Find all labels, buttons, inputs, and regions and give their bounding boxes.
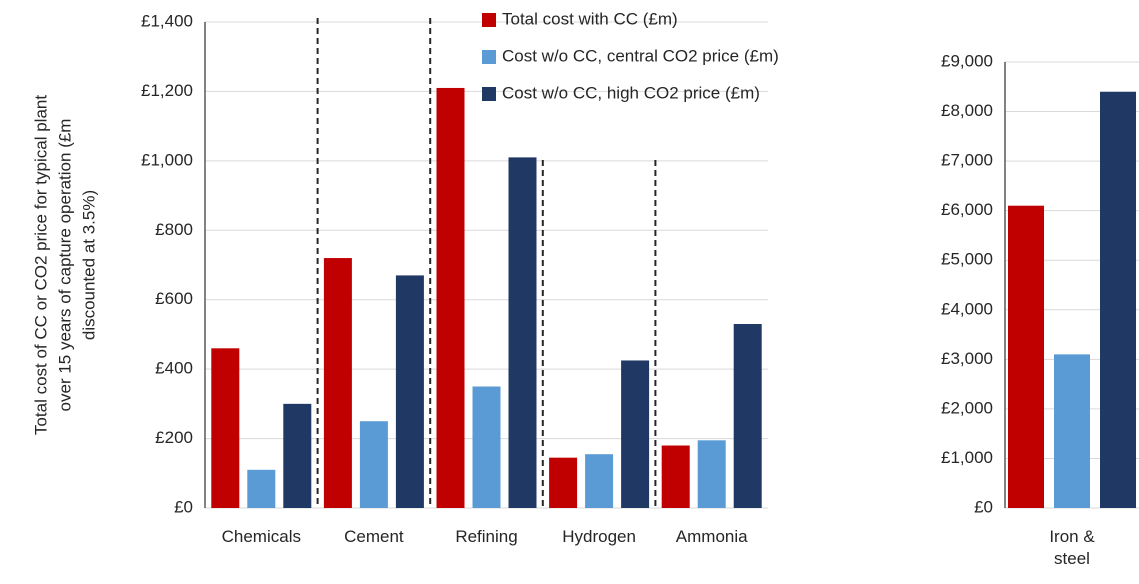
x-tick-label: Iron & steel bbox=[1049, 527, 1095, 568]
y-tick-label: £400 bbox=[155, 359, 193, 378]
bar bbox=[247, 469, 276, 508]
bar bbox=[436, 87, 465, 508]
x-tick-label: Cement bbox=[344, 527, 404, 546]
y-tick-label: £1,400 bbox=[141, 11, 193, 30]
legend-swatch bbox=[482, 87, 496, 101]
bar bbox=[697, 440, 726, 508]
y-tick-label: £3,000 bbox=[941, 349, 993, 368]
y-axis-label: discounted at 3.5%) bbox=[79, 190, 98, 340]
bar bbox=[733, 324, 762, 508]
y-axis-label: over 15 years of capture operation (£m bbox=[55, 119, 74, 412]
bar bbox=[1100, 91, 1136, 508]
y-tick-label: £9,000 bbox=[941, 51, 993, 70]
legend-label: Total cost with CC (£m) bbox=[502, 9, 678, 28]
bar bbox=[585, 454, 614, 508]
y-tick-label: £200 bbox=[155, 428, 193, 447]
x-tick-label: Hydrogen bbox=[562, 527, 636, 546]
y-tick-label: £4,000 bbox=[941, 299, 993, 318]
legend-label: Cost w/o CC, high CO2 price (£m) bbox=[502, 83, 760, 102]
bar bbox=[621, 360, 650, 508]
bar bbox=[549, 457, 578, 508]
y-tick-label: £1,200 bbox=[141, 81, 193, 100]
bar bbox=[323, 258, 352, 508]
legend-swatch bbox=[482, 13, 496, 27]
y-tick-label: £1,000 bbox=[941, 448, 993, 467]
bar bbox=[1054, 354, 1090, 508]
y-tick-label: £2,000 bbox=[941, 398, 993, 417]
bar bbox=[359, 421, 388, 508]
legend-swatch bbox=[482, 50, 496, 64]
y-tick-label: £7,000 bbox=[941, 151, 993, 170]
bar bbox=[283, 403, 312, 508]
y-tick-label: £600 bbox=[155, 289, 193, 308]
bar bbox=[1008, 205, 1044, 508]
y-tick-label: £0 bbox=[174, 497, 193, 516]
bar bbox=[211, 348, 240, 508]
y-tick-label: £1,000 bbox=[141, 150, 193, 169]
bar bbox=[472, 386, 501, 508]
y-tick-label: £800 bbox=[155, 220, 193, 239]
y-tick-label: £8,000 bbox=[941, 101, 993, 120]
y-tick-label: £6,000 bbox=[941, 200, 993, 219]
legend-label: Cost w/o CC, central CO2 price (£m) bbox=[502, 46, 779, 65]
y-tick-label: £0 bbox=[974, 497, 993, 516]
bar bbox=[395, 275, 424, 508]
x-tick-label: Refining bbox=[455, 527, 518, 546]
x-tick-label: Chemicals bbox=[221, 527, 301, 546]
x-tick-label: Ammonia bbox=[675, 527, 748, 546]
y-axis-label: Total cost of CC or CO2 price for typica… bbox=[31, 95, 50, 435]
bar bbox=[508, 157, 537, 508]
y-tick-label: £5,000 bbox=[941, 250, 993, 269]
bar bbox=[661, 445, 690, 508]
